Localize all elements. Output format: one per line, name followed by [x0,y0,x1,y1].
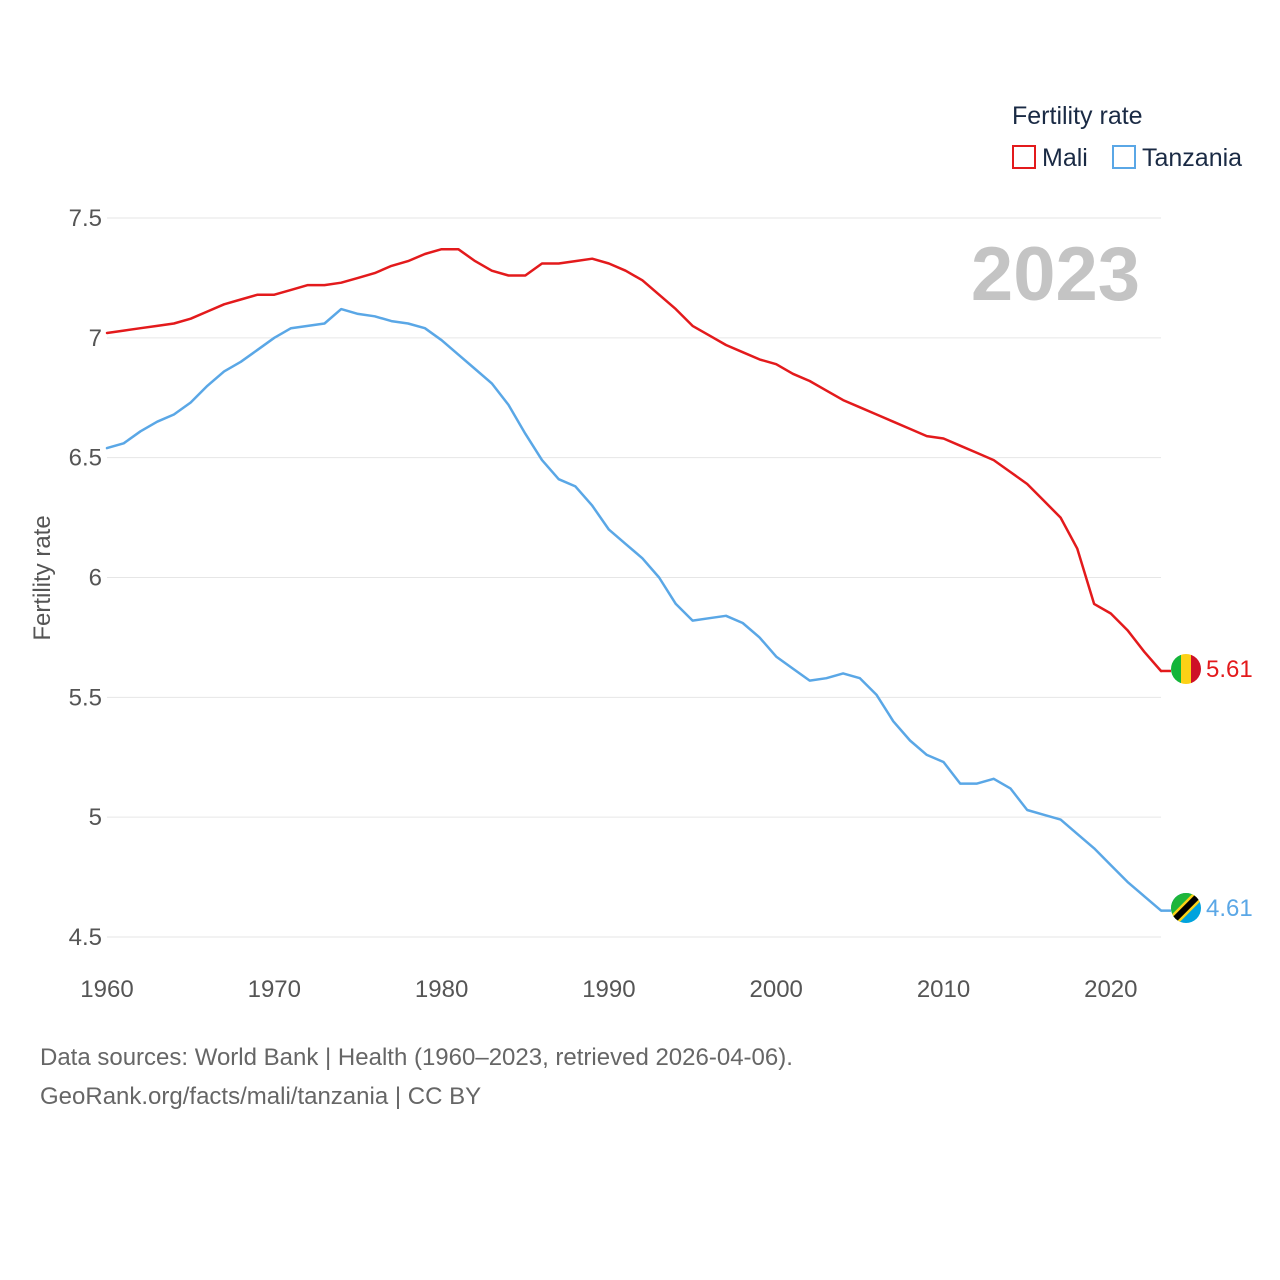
tanzania-flag-icon [1171,893,1201,923]
x-tick-label: 1960 [80,976,133,1003]
legend-swatch-mali [1012,145,1036,169]
y-tick-label: 7.5 [69,205,102,232]
series-lines [105,247,1171,912]
y-axis-ticks: 4.5 5 5.5 6 6.5 7 7.5 [69,205,102,951]
footer-sources: Data sources: World Bank | Health (1960–… [40,1044,793,1071]
series-line-mali[interactable] [105,247,1163,673]
legend-item-mali[interactable]: Mali [1012,144,1088,172]
footer-attribution: GeoRank.org/facts/mali/tanzania | CC BY [40,1083,482,1110]
x-tick-label: 2010 [917,976,970,1003]
x-tick-label: 2020 [1084,976,1137,1003]
end-label-tanzania: 4.61 [1206,895,1253,922]
legend-item-tanzania[interactable]: Tanzania [1112,144,1242,172]
legend-label-mali: Mali [1042,144,1088,172]
y-tick-label: 5.5 [69,684,102,711]
y-tick-label: 7 [89,325,102,352]
x-tick-label: 2000 [750,976,803,1003]
end-label-mali: 5.61 [1206,656,1253,683]
y-tick-label: 4.5 [69,924,102,951]
y-tick-label: 6 [89,565,102,592]
legend-title: Fertility rate [1012,102,1143,130]
y-axis-title: Fertility rate [29,515,56,640]
legend-swatch-tanzania [1112,145,1136,169]
legend: Fertility rate Mali Tanzania [1012,102,1242,172]
grid-lines [107,217,1161,938]
series-line-tanzania[interactable] [105,307,1163,912]
legend-label-tanzania: Tanzania [1142,144,1242,172]
chart: 4.5 5 5.5 6 6.5 7 7.5 1960 1970 1980 1990 2000 2010… [29,102,1253,1003]
y-tick-label: 6.5 [69,445,102,472]
x-tick-label: 1970 [248,976,301,1003]
y-tick-label: 5 [89,804,102,831]
year-watermark: 2023 [971,232,1140,317]
x-tick-label: 1990 [582,976,635,1003]
x-tick-label: 1980 [415,976,468,1003]
x-axis-ticks: 1960 1970 1980 1990 2000 2010 2020 [80,976,1137,1003]
mali-flag-icon [1171,654,1201,684]
